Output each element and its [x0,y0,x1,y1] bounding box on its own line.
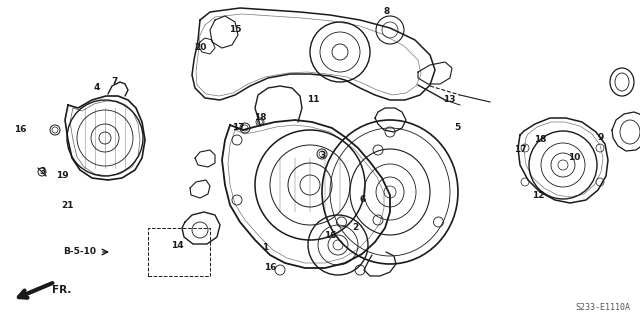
Text: 3: 3 [319,151,325,160]
Text: 16: 16 [324,231,336,240]
Text: 17: 17 [232,123,244,132]
Text: 2: 2 [352,224,358,233]
Text: 17: 17 [514,145,526,154]
Text: 4: 4 [94,84,100,93]
Text: 6: 6 [360,196,366,204]
Text: 12: 12 [532,190,544,199]
Text: B-5-10: B-5-10 [63,248,96,256]
Text: 1: 1 [262,243,268,253]
Bar [148,228,210,276]
Text: 11: 11 [307,95,319,105]
Text: 8: 8 [384,8,390,17]
Text: 13: 13 [443,95,455,105]
Text: 16: 16 [13,125,26,135]
Text: 19: 19 [56,170,68,180]
Text: 20: 20 [194,43,206,53]
Text: FR.: FR. [52,285,72,295]
Text: 18: 18 [253,114,266,122]
Text: 14: 14 [171,241,183,249]
Text: 10: 10 [568,153,580,162]
Text: 15: 15 [228,26,241,34]
Text: 21: 21 [61,201,74,210]
Text: 18: 18 [534,136,547,145]
Text: 3: 3 [39,167,45,176]
Text: S233-E1110A: S233-E1110A [575,303,630,313]
Text: 16: 16 [264,263,276,271]
Text: 9: 9 [598,133,604,143]
Text: 5: 5 [454,123,460,132]
Text: 7: 7 [112,78,118,86]
